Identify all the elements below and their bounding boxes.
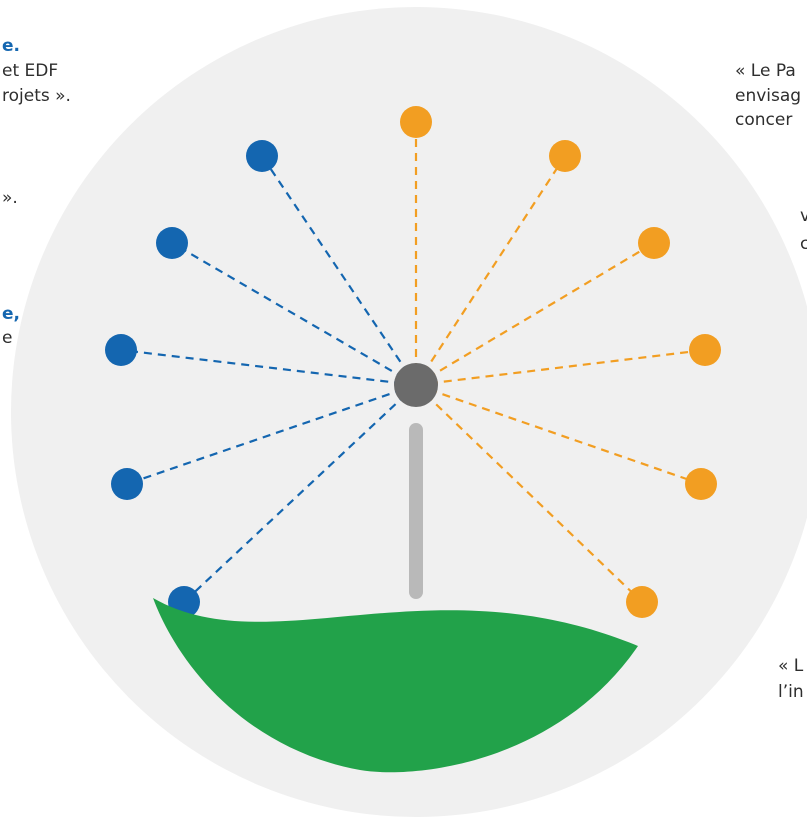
- right-text-line-2: envisag: [735, 86, 802, 106]
- spoke-node-orange-9: [689, 334, 721, 366]
- spoke-node-orange-10: [685, 468, 717, 500]
- right-text-line-7: l’in: [778, 682, 804, 702]
- spoke-node-orange-11: [626, 586, 658, 618]
- right-text-line-3: concer: [735, 110, 793, 130]
- left-text-line-2: et EDF: [2, 61, 59, 81]
- spoke-line-blue-1: [261, 155, 417, 386]
- spoke-line-orange-11: [415, 384, 643, 603]
- spoke-line-blue-3: [120, 348, 417, 387]
- right-text-line-1: « Le Pa: [735, 61, 796, 81]
- background-circle: [11, 7, 807, 817]
- right-text-line-4: v: [800, 206, 807, 226]
- spoke-node-orange-8: [638, 227, 670, 259]
- spoke-node-blue-4: [111, 468, 143, 500]
- ground-leaf: [153, 598, 638, 773]
- spoke-node-blue-2: [156, 227, 188, 259]
- left-text-line-4: ».: [2, 188, 18, 208]
- left-text-line-5: e,: [2, 304, 20, 324]
- spoke-line-orange-8: [415, 242, 655, 386]
- spoke-line-blue-5: [183, 384, 417, 603]
- spoke-node-blue-1: [246, 140, 278, 172]
- left-text-line-6: e: [2, 328, 13, 348]
- left-text-line-3: rojets ».: [2, 86, 71, 106]
- spoke-node-blue-3: [105, 334, 137, 366]
- spoke-node-orange-6: [400, 106, 432, 138]
- spoke-line-blue-4: [126, 383, 417, 486]
- right-text-line-5: c: [800, 234, 807, 254]
- spoke-line-blue-2: [171, 242, 417, 386]
- spoke-line-orange-9: [415, 348, 706, 387]
- right-text-line-6: « L: [778, 656, 804, 676]
- spoke-line-orange-7: [415, 155, 566, 386]
- left-text-line-1: e.: [2, 36, 20, 56]
- spoke-node-orange-7: [549, 140, 581, 172]
- hub: [394, 363, 438, 407]
- spokes: [105, 106, 721, 618]
